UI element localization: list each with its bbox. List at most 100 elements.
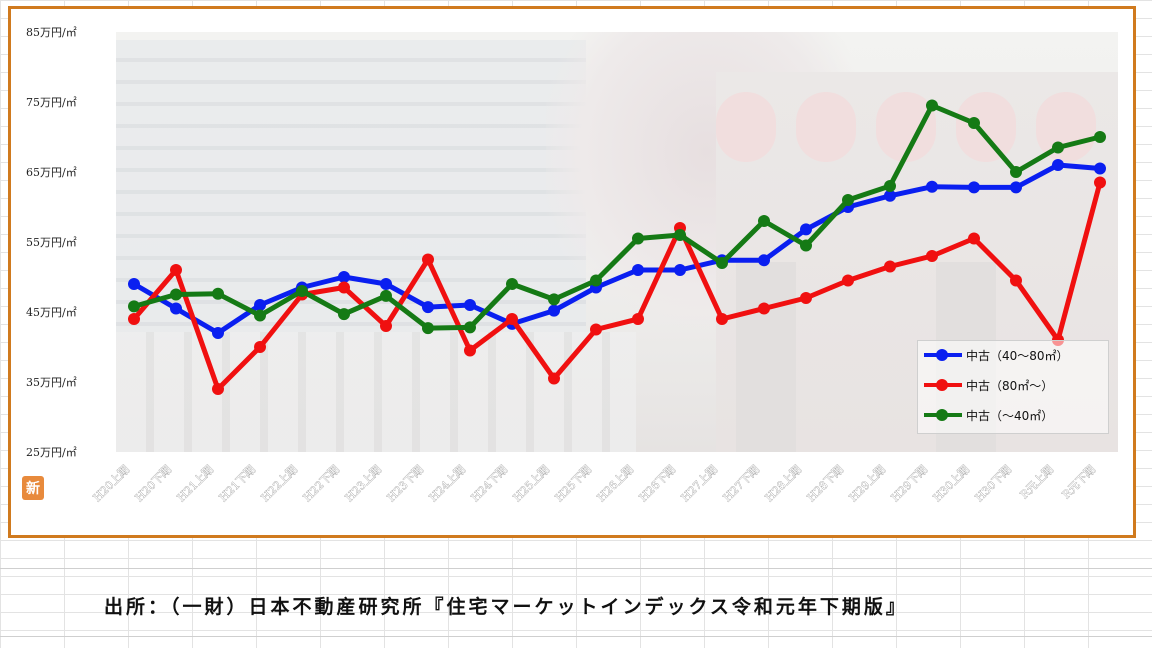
legend-item: 中古（80㎡～） (922, 375, 1106, 395)
legend-label: 中古（80㎡～） (966, 378, 1054, 393)
data-point (464, 321, 476, 334)
data-point (1010, 166, 1022, 178)
data-point (590, 323, 602, 336)
x-tick-label: H21上期 (175, 463, 216, 504)
source-note: 出所：（一財）日本不動産研究所『住宅マーケットインデックス令和元年下期版』 (104, 596, 908, 618)
data-point (758, 254, 770, 267)
x-tick-label: H21下期 (217, 463, 258, 504)
row-divider-bottom (0, 636, 1152, 637)
x-tick-label: H28下期 (805, 463, 846, 504)
data-point (506, 278, 518, 290)
data-point (968, 117, 980, 129)
y-tick-label: 65万円/㎡ (26, 166, 77, 179)
data-point (380, 278, 392, 290)
legend-swatch-blue (922, 345, 964, 365)
x-tick-label: H20下期 (133, 463, 174, 504)
x-tick-label: H24上期 (427, 463, 468, 504)
data-point (548, 372, 560, 385)
data-point (1010, 274, 1022, 287)
x-tick-label: H23上期 (343, 463, 384, 504)
data-point (422, 301, 434, 314)
data-point (758, 215, 770, 227)
data-point (1052, 141, 1064, 154)
data-point (1052, 159, 1064, 171)
data-point (170, 302, 182, 315)
data-point (128, 278, 140, 290)
data-point (338, 271, 350, 283)
x-tick-label: H23下期 (385, 463, 426, 504)
x-tick-label: H30下期 (973, 463, 1014, 504)
x-tick-label: R元下期 (1060, 463, 1098, 501)
data-point (632, 232, 644, 245)
data-point (926, 99, 938, 112)
data-point (632, 264, 644, 276)
data-point (1094, 162, 1106, 175)
data-point (254, 299, 266, 311)
data-point (548, 293, 560, 306)
data-point (506, 313, 518, 325)
data-point (254, 341, 266, 353)
legend-label: 中古（～40㎡） (966, 408, 1054, 423)
data-point (926, 180, 938, 193)
legend-swatch-red (922, 375, 964, 395)
data-point (1010, 181, 1022, 194)
data-point (212, 383, 224, 395)
data-point (926, 250, 938, 262)
data-point (254, 309, 266, 322)
x-tick-label: H27下期 (721, 463, 762, 504)
x-tick-label: H26上期 (595, 463, 636, 504)
data-point (716, 257, 728, 269)
series-line (131, 162, 1103, 336)
legend: 中古（40～80㎡） 中古（80㎡～） 中古（～40㎡） (917, 340, 1109, 434)
data-point (1094, 131, 1106, 143)
data-point (296, 285, 308, 297)
data-point (800, 239, 812, 252)
data-point (884, 260, 896, 273)
data-point (590, 274, 602, 287)
x-tick-label: H26下期 (637, 463, 678, 504)
x-tick-label: H22下期 (301, 463, 342, 504)
data-point (716, 313, 728, 325)
photo-lantern (956, 92, 1016, 162)
data-point (632, 313, 644, 325)
y-tick-label: 35万円/㎡ (26, 376, 77, 389)
series-line (131, 103, 1103, 331)
y-tick-label: 45万円/㎡ (26, 306, 77, 319)
photo-lantern (1036, 92, 1096, 162)
legend-marker (936, 379, 948, 391)
data-point (800, 292, 812, 304)
data-point (674, 229, 686, 241)
x-tick-label: H27上期 (679, 463, 720, 504)
data-point (170, 264, 182, 276)
data-point (212, 327, 224, 339)
legend-marker (936, 349, 948, 361)
x-tick-label: H30上期 (931, 463, 972, 504)
x-tick-label: H25下期 (553, 463, 594, 504)
x-tick-label: R元上期 (1018, 463, 1056, 501)
photo-lantern (796, 92, 856, 162)
x-tick-label: H20上期 (91, 463, 132, 504)
data-point (968, 181, 980, 194)
data-point (128, 300, 140, 313)
data-point (842, 274, 854, 287)
legend-swatch-green (922, 405, 964, 425)
data-point (758, 302, 770, 315)
data-point (422, 253, 434, 266)
data-point (884, 180, 896, 192)
x-tick-label: H29上期 (847, 463, 888, 504)
y-tick-label: 25万円/㎡ (26, 446, 77, 459)
photo-lantern (716, 92, 776, 162)
data-point (800, 223, 812, 236)
data-point (842, 194, 854, 206)
data-point (170, 288, 182, 301)
row-divider-top (0, 568, 1152, 569)
data-point (128, 313, 140, 325)
legend-label: 中古（40～80㎡） (966, 348, 1069, 363)
data-point (968, 232, 980, 245)
x-tick-label: H22上期 (259, 463, 300, 504)
x-tick-label: H28上期 (763, 463, 804, 504)
x-tick-label: H25上期 (511, 463, 552, 504)
x-tick-label: H29下期 (889, 463, 930, 504)
legend-item: 中古（40～80㎡） (922, 345, 1106, 365)
